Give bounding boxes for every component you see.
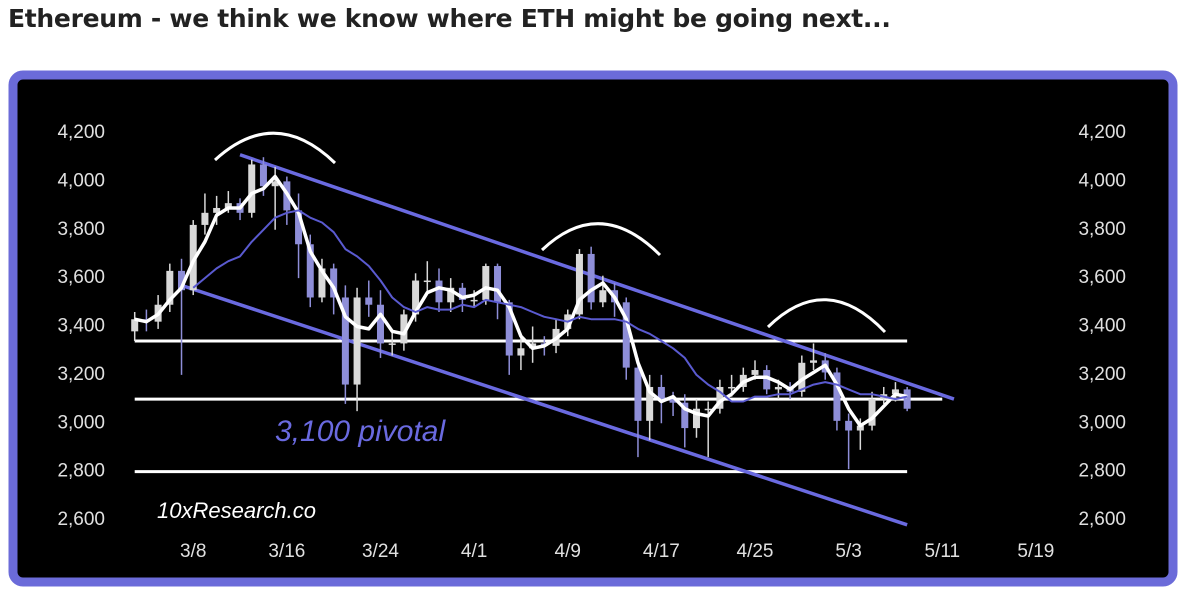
candle-body <box>295 210 303 245</box>
y-tick-label: 4,000 <box>57 170 105 191</box>
candle-body <box>763 370 771 390</box>
y2-tick-label: 3,000 <box>1078 412 1126 433</box>
channel-line <box>180 283 908 527</box>
x-tick-label: 4/25 <box>737 541 774 562</box>
candle-body <box>341 297 349 385</box>
y-tick-label: 3,000 <box>57 412 105 433</box>
peak-arc <box>213 131 337 165</box>
x-tick-label: 3/16 <box>268 541 305 562</box>
candle-body <box>728 386 736 389</box>
candle-body <box>330 268 338 298</box>
candle-body <box>131 319 139 332</box>
candle-body <box>646 386 654 421</box>
pivot-annotation: 3,100 pivotal <box>275 415 446 448</box>
y2-tick-label: 2,800 <box>1078 461 1126 482</box>
candle-body <box>178 270 186 291</box>
peak-arc <box>766 298 887 334</box>
peak-arcs <box>213 131 887 334</box>
chart-frame <box>8 70 1178 587</box>
candle-body <box>681 402 689 429</box>
candle-body <box>692 408 700 429</box>
candle-body <box>365 297 373 305</box>
y-tick-label: 2,800 <box>57 461 105 482</box>
y-tick-label: 3,800 <box>57 219 105 240</box>
candle-body <box>833 372 841 421</box>
y-tick-label: 3,600 <box>57 267 105 288</box>
y2-tick-label: 2,600 <box>1078 509 1126 530</box>
candle-body <box>494 266 502 303</box>
candle-body <box>599 290 607 303</box>
candle-body <box>388 343 396 345</box>
y2-tick-label: 3,400 <box>1078 316 1126 337</box>
candle-body <box>798 362 806 392</box>
candle-body <box>669 399 677 403</box>
candle-body <box>458 287 466 300</box>
candle-body <box>248 164 256 213</box>
y-tick-label: 4,200 <box>57 122 105 143</box>
candle-body <box>587 253 595 303</box>
source-annotation: 10xResearch.co <box>157 498 316 523</box>
x-tick-label: 5/11 <box>924 541 960 562</box>
peak-arc <box>540 222 662 257</box>
x-tick-label: 5/3 <box>835 541 861 562</box>
candle-body <box>213 207 221 213</box>
y2-tick-label: 3,800 <box>1078 219 1126 240</box>
x-tick-label: 4/17 <box>643 541 680 562</box>
y2-tick-label: 3,600 <box>1078 267 1126 288</box>
x-tick-label: 3/8 <box>180 541 206 562</box>
candle-body <box>845 420 853 431</box>
x-tick-label: 5/19 <box>1017 541 1054 562</box>
candle-body <box>470 299 478 302</box>
candle-body <box>482 266 490 300</box>
y-tick-label: 3,400 <box>57 316 105 337</box>
candle-body <box>189 224 197 291</box>
candle-body <box>505 302 513 356</box>
candle-body <box>575 253 583 315</box>
moving-average-line <box>192 209 908 403</box>
candle-body <box>376 304 384 344</box>
candle-body <box>201 212 209 225</box>
candle-body <box>903 389 911 409</box>
candle-body <box>868 399 876 426</box>
candle-body <box>856 425 864 431</box>
candle-body <box>224 203 232 208</box>
y-tick-label: 2,600 <box>57 509 105 530</box>
candle-body <box>412 280 420 315</box>
candle-body <box>634 367 642 421</box>
plot <box>131 153 955 527</box>
channel-line <box>239 153 955 401</box>
y2-tick-label: 4,200 <box>1078 122 1126 143</box>
candle-body <box>400 314 408 344</box>
candle-body <box>810 360 818 363</box>
y-tick-label: 3,200 <box>57 364 105 385</box>
x-tick-label: 4/9 <box>555 541 581 562</box>
candle-body <box>353 297 361 385</box>
candle-body <box>774 386 782 390</box>
candle-body <box>447 287 455 303</box>
y2-tick-label: 4,000 <box>1078 170 1126 191</box>
candle-body <box>318 268 326 298</box>
candle-body <box>704 408 712 411</box>
candle-body <box>259 164 267 187</box>
y2-tick-label: 3,200 <box>1078 364 1126 385</box>
page-title: Ethereum - we think we know where ETH mi… <box>8 4 891 33</box>
candle-body <box>716 386 724 409</box>
candle-body <box>657 386 665 400</box>
x-tick-label: 3/24 <box>362 541 399 562</box>
candle-body <box>891 389 899 395</box>
candle-body <box>622 302 630 368</box>
candle-body <box>166 270 174 305</box>
candle-body <box>423 280 431 283</box>
x-tick-label: 4/1 <box>461 541 487 562</box>
candle-body <box>271 181 279 187</box>
candle-body <box>517 348 525 356</box>
candle-body <box>435 280 443 303</box>
moving-average-line <box>134 174 908 428</box>
candle-body <box>306 244 314 298</box>
candle-body <box>751 370 759 375</box>
